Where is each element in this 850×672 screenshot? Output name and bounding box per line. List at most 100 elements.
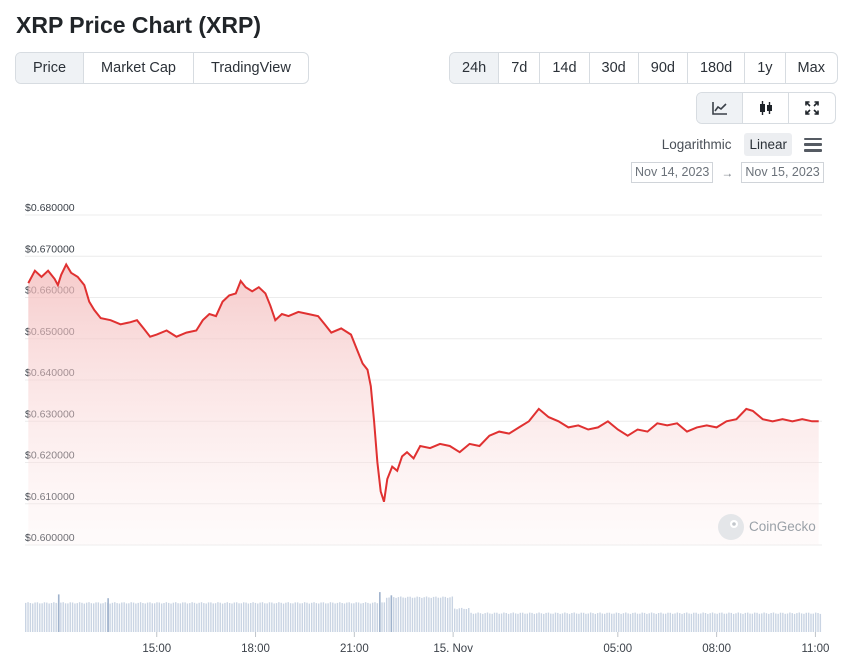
volume-bar: [653, 613, 655, 632]
volume-bar: [517, 613, 519, 632]
volume-bar: [669, 612, 672, 632]
volume-bar: [186, 603, 189, 632]
volume-bar: [723, 613, 725, 632]
volume-bar: [538, 612, 540, 632]
volume-bar: [634, 612, 636, 632]
volume-bar: [566, 613, 568, 632]
volume-bar: [275, 603, 278, 632]
range-24h-button[interactable]: 24h: [450, 53, 500, 83]
volume-bar: [252, 602, 254, 632]
volume-bar: [107, 598, 109, 632]
volume-bar: [615, 612, 618, 632]
volume-bar: [461, 607, 463, 632]
volume-bar: [332, 602, 334, 632]
volume-bar: [814, 612, 817, 632]
volume-bar: [536, 613, 538, 632]
volume-bar: [301, 603, 304, 632]
volume-bar: [573, 612, 575, 632]
volume-bar: [725, 613, 728, 632]
page-title: XRP Price Chart (XRP): [16, 12, 261, 38]
volume-bar: [271, 602, 273, 632]
volume-bar: [315, 603, 318, 632]
volume-bar: [27, 602, 29, 632]
range-1y-button[interactable]: 1y: [745, 53, 786, 83]
menu-icon[interactable]: [804, 137, 822, 152]
volume-bar: [167, 602, 170, 632]
candlestick-button[interactable]: [743, 93, 789, 123]
volume-bar: [114, 602, 116, 632]
range-max-button[interactable]: Max: [797, 60, 825, 76]
volume-bar: [514, 613, 517, 632]
volume-bar: [278, 602, 280, 632]
volume-bar: [78, 602, 81, 632]
volume-bar: [184, 602, 186, 632]
volume-bar: [489, 613, 491, 632]
volume-bar: [674, 613, 676, 632]
volume-bar: [707, 613, 709, 632]
volume-bar: [528, 612, 531, 632]
volume-bar: [604, 613, 606, 632]
date-to-input[interactable]: Nov 15, 2023: [741, 162, 824, 183]
volume-bar: [39, 603, 41, 632]
logarithmic-option[interactable]: Logarithmic: [661, 137, 732, 152]
range-180d-button[interactable]: 180d: [688, 53, 746, 83]
volume-bar: [151, 603, 153, 632]
volume-bar: [496, 612, 498, 632]
volume-bar: [683, 613, 686, 632]
volume-bar: [468, 608, 470, 632]
fullscreen-button[interactable]: [789, 93, 835, 123]
volume-bar: [231, 603, 233, 632]
range-7d-button[interactable]: 7d: [499, 53, 541, 83]
tab-price[interactable]: Price: [16, 53, 85, 83]
candlestick-icon: [759, 101, 772, 115]
x-tick-label: 08:00: [702, 643, 731, 655]
volume-bar: [690, 613, 693, 632]
volume-bar: [404, 597, 407, 632]
volume-bar: [625, 612, 627, 632]
volume-bar: [50, 603, 53, 632]
volume-bar: [812, 613, 815, 632]
linear-option[interactable]: Linear: [744, 133, 792, 156]
volume-bar: [217, 602, 219, 632]
volume-bar: [650, 612, 653, 632]
range-30d-button[interactable]: 30d: [590, 53, 639, 83]
volume-bar: [800, 613, 803, 632]
volume-bar: [594, 613, 597, 632]
volume-bar: [686, 612, 688, 632]
volume-bar: [697, 613, 700, 632]
volume-bar: [505, 613, 507, 632]
range-90d-button[interactable]: 90d: [639, 53, 688, 83]
volume-bar: [233, 602, 236, 632]
fullscreen-icon: [805, 101, 819, 115]
volume-bar: [442, 596, 444, 632]
volume-bar: [121, 602, 123, 632]
volume-bar: [772, 612, 775, 632]
volume-bar: [243, 602, 245, 632]
volume-bar: [325, 603, 327, 632]
tab-market-cap[interactable]: Market Cap: [84, 53, 194, 83]
volume-bar: [507, 613, 510, 632]
range-14d-button[interactable]: 14d: [540, 53, 590, 83]
tab-tradingview[interactable]: TradingView: [211, 60, 291, 76]
volume-bar: [226, 602, 228, 632]
volume-bar: [81, 602, 83, 632]
volume-bar: [116, 603, 118, 632]
volume-bar: [547, 612, 550, 632]
volume-bar: [491, 613, 493, 632]
volume-bar: [643, 612, 646, 632]
volume-bar: [69, 602, 71, 632]
x-tick-label: 15. Nov: [433, 643, 473, 655]
volume-bar: [153, 603, 156, 632]
volume-bar: [104, 602, 107, 632]
volume-bar: [777, 613, 779, 632]
volume-bar: [346, 602, 348, 632]
date-from-input[interactable]: Nov 14, 2023: [631, 162, 714, 183]
line-chart-button[interactable]: [697, 93, 743, 123]
volume-bar: [664, 613, 667, 632]
volume-bar: [137, 602, 139, 632]
volume-bar: [238, 603, 240, 632]
volume-bar: [632, 612, 634, 632]
volume-bar: [732, 613, 735, 632]
volume-bar: [343, 603, 346, 632]
volume-bar: [34, 602, 36, 632]
